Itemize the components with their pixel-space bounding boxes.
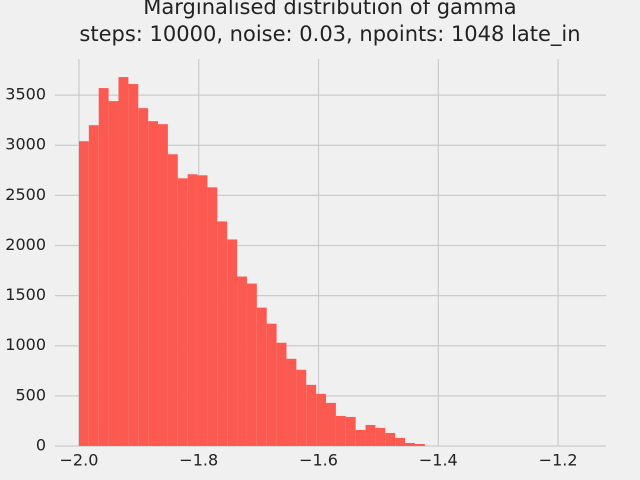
bar <box>276 342 287 446</box>
bar <box>177 178 188 446</box>
x-tick-label: −1.4 <box>419 451 458 470</box>
bar <box>355 429 366 446</box>
chart-title: Marginalised distribution of gamma <box>143 0 516 19</box>
y-tick-label: 1500 <box>5 285 46 304</box>
bar <box>237 276 247 446</box>
bars <box>78 77 425 447</box>
bar <box>365 424 376 446</box>
bar <box>345 416 356 446</box>
bar <box>197 175 208 446</box>
bar <box>375 427 386 446</box>
bar <box>227 239 238 446</box>
y-tick-label: 3500 <box>5 85 46 104</box>
bar <box>385 432 396 446</box>
bar <box>286 358 297 446</box>
bar <box>414 443 425 446</box>
chart-subtitle: steps: 10000, noise: 0.03, npoints: 1048… <box>79 22 580 47</box>
bar <box>88 125 99 446</box>
bar <box>296 369 307 446</box>
bar <box>167 154 178 447</box>
x-tick-label: −1.2 <box>539 451 578 470</box>
y-tick-label: 3000 <box>5 135 46 154</box>
bar <box>405 442 415 446</box>
bar <box>118 77 129 446</box>
y-tick-label: 2500 <box>5 185 46 204</box>
bar <box>316 393 327 446</box>
bar <box>98 88 109 446</box>
bar <box>108 101 119 446</box>
bar <box>128 84 139 447</box>
bar <box>138 108 149 446</box>
y-tick-label: 0 <box>36 436 46 455</box>
bar <box>78 141 89 446</box>
bar <box>266 323 277 446</box>
bar <box>335 415 346 446</box>
x-tick-label: −2.0 <box>60 451 99 470</box>
y-tick-label: 2000 <box>5 235 46 254</box>
bar <box>207 187 218 446</box>
bar <box>395 437 406 446</box>
bar <box>306 384 317 446</box>
x-tick-label: −1.8 <box>179 451 218 470</box>
bar <box>256 307 267 446</box>
bar <box>246 283 257 446</box>
y-tick-label: 500 <box>15 385 46 404</box>
bar <box>217 221 228 446</box>
y-tick-label: 1000 <box>5 335 46 354</box>
bar <box>148 121 159 447</box>
bar <box>187 174 198 447</box>
bar <box>326 402 336 446</box>
bar <box>158 124 168 446</box>
x-tick-label: −1.6 <box>299 451 338 470</box>
